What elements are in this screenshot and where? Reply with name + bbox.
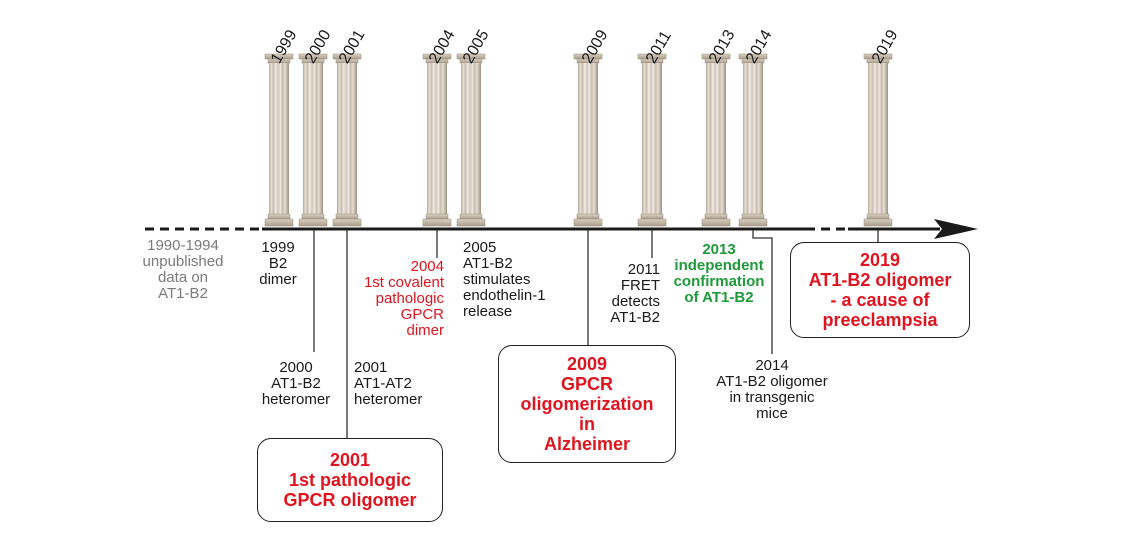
axis-arrowhead [934, 219, 978, 239]
event-2001-line: heteromer [354, 391, 423, 408]
event-1990-line: unpublished [142, 253, 224, 270]
highlight-2019-line: 2019 [859, 250, 901, 270]
event-2005-line: AT1-B2 [463, 255, 513, 272]
pillar-2001 [332, 53, 362, 227]
highlight-2019-text: 2019 AT1-B2 oligomer - a cause of preecl… [809, 250, 952, 330]
event-2000-line: 2000 [279, 359, 313, 376]
highlight-2009-text: 2009 GPCR oligomerization in Alzheimer [520, 354, 653, 454]
event-2004-line: 1st covalent [363, 274, 444, 291]
highlight-2009-line: 2009 [566, 354, 608, 374]
event-2004: 2004 1st covalent pathologic GPCR dimer [346, 259, 444, 339]
highlight-2001-line: 1st pathologic [288, 470, 411, 490]
event-2004-line: 2004 [410, 258, 444, 275]
event-2013: 2013 independent confirmation of AT1-B2 [664, 242, 774, 306]
highlight-2009-line: in [578, 414, 595, 434]
event-2014-line: 2014 [755, 357, 789, 374]
highlight-2001-line: 2001 [329, 450, 371, 470]
event-2005-line: endothelin-1 [463, 287, 546, 304]
event-2005: 2005 AT1-B2 stimulates endothelin-1 rele… [463, 240, 573, 320]
highlight-2009-line: Alzheimer [543, 434, 630, 454]
highlight-2019-line: preeclampsia [822, 310, 938, 330]
pillar-2014 [738, 53, 768, 227]
event-2013-line: of AT1-B2 [684, 289, 754, 306]
event-1999-line: 1999 [261, 239, 295, 256]
pillar-2009 [573, 53, 603, 227]
pillar-2004 [422, 53, 452, 227]
event-2005-line: release [463, 303, 513, 320]
event-1990-line: 1990-1994 [147, 237, 219, 254]
event-2001: 2001 AT1-AT2 heteromer [354, 360, 454, 408]
event-2004-line: GPCR [400, 306, 444, 323]
event-2005-line: stimulates [463, 271, 531, 288]
event-2005-line: 2005 [463, 239, 497, 256]
pillar-2013 [701, 53, 731, 227]
pillar-2019 [863, 53, 893, 227]
highlight-2019-line: AT1-B2 oligomer [808, 270, 952, 290]
pillar-2000 [298, 53, 328, 227]
highlight-2009-line: GPCR [560, 374, 613, 394]
event-2011-line: FRET [620, 277, 660, 294]
event-1990-line: AT1-B2 [158, 285, 208, 302]
event-1990: 1990-1994 unpublished data on AT1-B2 [138, 238, 228, 302]
event-2014-line: AT1-B2 oligomer [716, 373, 828, 390]
connector-2014 [752, 230, 773, 354]
event-2004-line: pathologic [375, 290, 444, 307]
event-2011-line: AT1-B2 [610, 309, 660, 326]
highlight-2001-line: GPCR oligomer [283, 490, 417, 510]
event-2011: 2011 FRET detects AT1-B2 [590, 262, 660, 326]
event-2013-line: 2013 [702, 241, 736, 258]
event-2014: 2014 AT1-B2 oligomer in transgenic mice [700, 358, 844, 422]
event-2000-line: AT1-B2 [271, 375, 321, 392]
highlight-2009-line: oligomerization [520, 394, 654, 414]
highlight-2019-line: - a cause of [830, 290, 930, 310]
highlight-box-2009: 2009 GPCR oligomerization in Alzheimer [498, 345, 676, 463]
event-2013-line: confirmation [673, 273, 765, 290]
event-1990-line: data on [157, 269, 209, 286]
event-2014-line: in transgenic [729, 389, 815, 406]
highlight-2001-text: 2001 1st pathologic GPCR oligomer [283, 450, 416, 510]
event-2011-line: detects [611, 293, 660, 310]
pillar-2011 [637, 53, 667, 227]
event-2011-line: 2011 [627, 261, 660, 278]
event-1999-line: dimer [259, 271, 297, 288]
event-2000: 2000 AT1-B2 heteromer [248, 360, 344, 408]
event-2000-line: heteromer [261, 391, 331, 408]
event-2001-line: AT1-AT2 [354, 375, 412, 392]
highlight-box-2019: 2019 AT1-B2 oligomer - a cause of preecl… [790, 242, 970, 338]
pillar-2005 [456, 53, 486, 227]
highlight-box-2001: 2001 1st pathologic GPCR oligomer [257, 438, 443, 522]
event-1999-line: B2 [268, 255, 288, 272]
event-2013-line: independent [674, 257, 764, 274]
event-2004-line: dimer [406, 322, 444, 339]
event-2001-line: 2001 [354, 359, 388, 376]
pillar-1999 [264, 53, 294, 227]
event-2014-line: mice [756, 405, 788, 422]
event-1999: 1999 B2 dimer [248, 240, 308, 288]
